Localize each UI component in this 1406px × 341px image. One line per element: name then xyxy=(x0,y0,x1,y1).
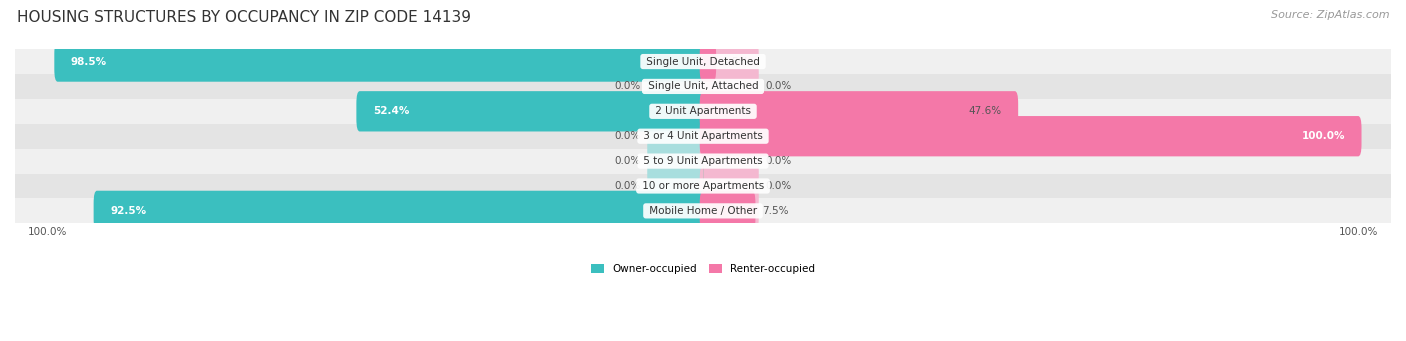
Bar xyxy=(15,174,1391,198)
Text: 0.0%: 0.0% xyxy=(614,131,641,141)
Text: 100.0%: 100.0% xyxy=(1302,131,1346,141)
Bar xyxy=(15,198,1391,223)
Text: 7.5%: 7.5% xyxy=(762,206,789,216)
Bar xyxy=(15,49,1391,74)
Text: 10 or more Apartments: 10 or more Apartments xyxy=(638,181,768,191)
FancyBboxPatch shape xyxy=(55,41,706,82)
Text: Mobile Home / Other: Mobile Home / Other xyxy=(645,206,761,216)
FancyBboxPatch shape xyxy=(700,66,759,107)
FancyBboxPatch shape xyxy=(647,41,706,82)
Text: 98.5%: 98.5% xyxy=(70,57,107,66)
Text: Single Unit, Attached: Single Unit, Attached xyxy=(644,81,762,91)
Text: Source: ZipAtlas.com: Source: ZipAtlas.com xyxy=(1271,10,1389,20)
FancyBboxPatch shape xyxy=(647,91,706,132)
FancyBboxPatch shape xyxy=(94,191,706,231)
Text: 0.0%: 0.0% xyxy=(614,156,641,166)
FancyBboxPatch shape xyxy=(700,91,759,132)
Text: 1.5%: 1.5% xyxy=(723,57,749,66)
Text: 92.5%: 92.5% xyxy=(110,206,146,216)
FancyBboxPatch shape xyxy=(647,191,706,231)
FancyBboxPatch shape xyxy=(647,116,706,157)
Text: 2 Unit Apartments: 2 Unit Apartments xyxy=(652,106,754,116)
Text: 47.6%: 47.6% xyxy=(969,106,1002,116)
Bar xyxy=(15,74,1391,99)
Bar xyxy=(15,124,1391,149)
Text: 3 or 4 Unit Apartments: 3 or 4 Unit Apartments xyxy=(640,131,766,141)
FancyBboxPatch shape xyxy=(647,66,706,107)
Text: 5 to 9 Unit Apartments: 5 to 9 Unit Apartments xyxy=(640,156,766,166)
FancyBboxPatch shape xyxy=(700,191,759,231)
Legend: Owner-occupied, Renter-occupied: Owner-occupied, Renter-occupied xyxy=(591,264,815,274)
FancyBboxPatch shape xyxy=(700,116,759,157)
FancyBboxPatch shape xyxy=(647,166,706,206)
Text: 52.4%: 52.4% xyxy=(373,106,409,116)
FancyBboxPatch shape xyxy=(700,191,755,231)
Bar xyxy=(15,99,1391,124)
FancyBboxPatch shape xyxy=(356,91,706,132)
Text: 0.0%: 0.0% xyxy=(614,181,641,191)
Text: Single Unit, Detached: Single Unit, Detached xyxy=(643,57,763,66)
FancyBboxPatch shape xyxy=(700,91,1018,132)
FancyBboxPatch shape xyxy=(700,41,716,82)
Bar xyxy=(15,149,1391,174)
FancyBboxPatch shape xyxy=(700,141,759,181)
FancyBboxPatch shape xyxy=(700,116,1361,157)
Text: 0.0%: 0.0% xyxy=(614,81,641,91)
Text: 0.0%: 0.0% xyxy=(765,156,792,166)
FancyBboxPatch shape xyxy=(647,141,706,181)
Text: 0.0%: 0.0% xyxy=(765,181,792,191)
Text: HOUSING STRUCTURES BY OCCUPANCY IN ZIP CODE 14139: HOUSING STRUCTURES BY OCCUPANCY IN ZIP C… xyxy=(17,10,471,25)
FancyBboxPatch shape xyxy=(700,166,759,206)
FancyBboxPatch shape xyxy=(700,41,759,82)
Text: 0.0%: 0.0% xyxy=(765,81,792,91)
